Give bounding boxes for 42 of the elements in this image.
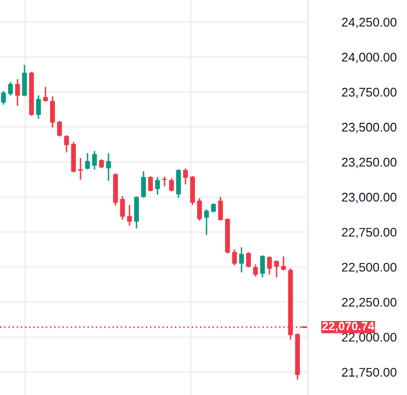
y-tick-label: 24,000.00 xyxy=(342,52,396,64)
candlestick xyxy=(141,171,146,198)
candlestick xyxy=(197,198,202,221)
candlestick xyxy=(232,249,237,266)
ref-line-label: 22,070.74 xyxy=(322,322,374,332)
candlestick xyxy=(15,79,20,106)
candlestick xyxy=(1,91,6,105)
candlestick xyxy=(64,135,69,152)
candlestick xyxy=(218,197,223,221)
y-tick-label: 21,750.00 xyxy=(342,368,396,378)
candlestick xyxy=(274,260,279,278)
candlestick xyxy=(183,168,188,184)
candlestick xyxy=(281,256,286,270)
candlestick xyxy=(267,256,272,274)
candlestick xyxy=(253,264,258,276)
candlestick xyxy=(85,153,90,170)
y-tick-label: 22,250.00 xyxy=(342,298,396,308)
candlestick xyxy=(106,153,111,181)
candlestick xyxy=(155,176,160,195)
candlestick xyxy=(148,176,153,192)
candlestick xyxy=(246,252,251,268)
y-tick-label: 23,750.00 xyxy=(342,88,396,98)
y-tick-label: 24,250.00 xyxy=(342,18,396,28)
y-tick-label: 22,500.00 xyxy=(342,262,396,274)
candlestick xyxy=(8,82,13,96)
candlestick xyxy=(127,204,132,226)
candlestick xyxy=(22,64,27,96)
y-tick-label: 22,000.00 xyxy=(342,332,396,344)
candlestick xyxy=(57,120,62,136)
candlestick xyxy=(92,150,97,170)
candlestick xyxy=(169,178,174,192)
y-tick-label: 22,750.00 xyxy=(342,228,396,238)
candlestick xyxy=(43,86,48,102)
candlestick xyxy=(204,209,209,235)
candlestick xyxy=(50,96,55,128)
y-tick-label: 23,250.00 xyxy=(342,158,396,168)
y-tick-label: 23,500.00 xyxy=(342,122,396,134)
candlestick xyxy=(260,255,265,278)
candlestick xyxy=(120,196,125,220)
candlestick xyxy=(36,95,41,119)
y-tick-label: 23,000.00 xyxy=(342,192,396,204)
candlestick xyxy=(239,247,244,272)
